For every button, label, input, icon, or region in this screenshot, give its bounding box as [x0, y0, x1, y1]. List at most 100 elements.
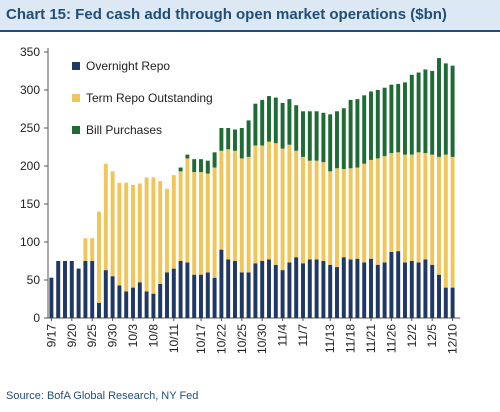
bar-segment-bill-purchases — [246, 120, 251, 157]
bar-segment-bill-purchases — [192, 159, 197, 173]
bar-segment-overnight-repo — [314, 259, 319, 318]
bar-segment-overnight-repo — [260, 261, 265, 318]
bar-segment-bill-purchases — [233, 129, 237, 151]
bar-segment-overnight-repo — [76, 268, 81, 318]
bar-segment-term-repo-outstanding — [219, 150, 224, 250]
bar-segment-term-repo-outstanding — [450, 156, 455, 288]
bar-segment-bill-purchases — [226, 128, 231, 150]
x-tick-label: 12/10 — [446, 324, 460, 354]
bar-segment-overnight-repo — [239, 272, 244, 318]
bar-segment-overnight-repo — [267, 259, 271, 318]
bar-segment-term-repo-outstanding — [348, 168, 353, 260]
bar-segment-overnight-repo — [321, 261, 326, 318]
bar-segment-overnight-repo — [49, 277, 54, 318]
bar-segment-term-repo-outstanding — [280, 148, 285, 271]
bar-segment-overnight-repo — [131, 287, 135, 318]
bar-segment-term-repo-outstanding — [382, 156, 387, 263]
bar-segment-bill-purchases — [355, 99, 360, 168]
bar-segment-overnight-repo — [137, 282, 142, 318]
bar-segment-overnight-repo — [389, 251, 394, 318]
bar-segment-term-repo-outstanding — [294, 150, 299, 258]
bar-segment-overnight-repo — [117, 285, 122, 318]
source-note: Source: BofA Global Research, NY Fed — [6, 390, 199, 402]
bar-segment-bill-purchases — [348, 99, 353, 169]
bar-segment-overnight-repo — [124, 291, 129, 318]
bar-segment-bill-purchases — [219, 128, 224, 151]
bar-segment-overnight-repo — [151, 293, 156, 318]
bar-segment-bill-purchases — [369, 91, 373, 160]
bar-segment-bill-purchases — [280, 102, 285, 149]
bar-segment-bill-purchases — [362, 95, 367, 164]
bar-segment-overnight-repo — [348, 259, 353, 318]
bar-segment-term-repo-outstanding — [416, 152, 421, 263]
bar-segment-term-repo-outstanding — [396, 152, 401, 252]
bar-segment-bill-purchases — [430, 71, 435, 155]
bar-segment-bill-purchases — [443, 63, 448, 155]
bar-segment-term-repo-outstanding — [131, 185, 135, 288]
x-tick-label: 12/2 — [405, 324, 419, 348]
bar-segment-overnight-repo — [450, 287, 455, 318]
y-tick-label: 250 — [20, 121, 40, 135]
chart-plot: 0 50 100 150 200 250 300 350 9/17 9/20 9/25 9/30 10/… — [20, 45, 460, 354]
bar-segment-overnight-repo — [90, 261, 95, 318]
bar-segment-overnight-repo — [328, 264, 333, 318]
bar-segment-bill-purchases — [253, 103, 258, 146]
bar-segment-bill-purchases — [307, 111, 312, 161]
bar-segment-term-repo-outstanding — [341, 169, 346, 258]
bar-segment-overnight-repo — [403, 262, 407, 318]
x-tick-label: 10/11 — [167, 324, 181, 353]
bar-segment-overnight-repo — [362, 262, 367, 318]
bar-segment-bill-purchases — [423, 69, 428, 154]
bar-segment-overnight-repo — [301, 263, 305, 318]
bar-segment-overnight-repo — [341, 257, 346, 318]
bar-segment-term-repo-outstanding — [321, 162, 326, 261]
bar-segment-overnight-repo — [280, 270, 285, 318]
x-tick-label: 9/25 — [85, 324, 99, 348]
x-tick-label: 10/22 — [214, 324, 228, 354]
x-tick-label: 9/20 — [65, 324, 79, 348]
bar-segment-overnight-repo — [205, 272, 210, 318]
bar-segment-term-repo-outstanding — [233, 150, 237, 261]
bar-segment-overnight-repo — [382, 262, 387, 318]
bar-segment-bill-purchases — [185, 154, 190, 159]
bar-segment-overnight-repo — [416, 262, 421, 318]
bar-segment-overnight-repo — [165, 272, 169, 318]
x-tick-label: 11/21 — [364, 324, 378, 353]
bar-segment-overnight-repo — [246, 272, 251, 318]
x-tick-label: 10/17 — [194, 324, 208, 354]
x-tick-label: 11/18 — [344, 324, 358, 353]
bar-segment-overnight-repo — [110, 276, 115, 318]
bar-segment-overnight-repo — [273, 264, 278, 318]
bar-segment-term-repo-outstanding — [314, 160, 319, 260]
legend-label: Bill Purchases — [86, 123, 162, 137]
bar-segment-bill-purchases — [321, 112, 326, 163]
y-tick-label: 150 — [20, 197, 40, 211]
bar-segment-term-repo-outstanding — [226, 149, 231, 260]
bar-segment-overnight-repo — [396, 251, 401, 318]
bar-segment-bill-purchases — [341, 108, 346, 170]
bar-segment-term-repo-outstanding — [103, 163, 108, 271]
bar-segment-bill-purchases — [273, 97, 278, 144]
bar-segment-overnight-repo — [56, 261, 61, 318]
bar-segment-term-repo-outstanding — [246, 156, 251, 273]
bar-segment-term-repo-outstanding — [110, 171, 115, 277]
bar-segment-term-repo-outstanding — [328, 171, 333, 265]
bar-segment-overnight-repo — [335, 267, 339, 318]
chart-bars — [49, 58, 455, 318]
bar-segment-overnight-repo — [83, 261, 88, 318]
y-tick-label: 0 — [33, 311, 40, 325]
bar-segment-term-repo-outstanding — [423, 153, 428, 260]
x-tick-label: 11/4 — [276, 324, 290, 347]
x-tick-label: 9/30 — [106, 324, 120, 348]
bar-segment-term-repo-outstanding — [409, 154, 414, 261]
bar-segment-term-repo-outstanding — [171, 175, 176, 269]
bar-segment-term-repo-outstanding — [362, 163, 367, 263]
bar-segment-overnight-repo — [219, 249, 224, 318]
bar-segment-term-repo-outstanding — [389, 153, 394, 252]
bar-segment-overnight-repo — [409, 261, 414, 318]
x-tick-label: 10/30 — [255, 324, 269, 354]
bar-segment-bill-purchases — [178, 167, 183, 172]
legend-label: Overnight Repo — [86, 59, 170, 73]
bar-segment-bill-purchases — [267, 96, 271, 142]
bar-segment-bill-purchases — [396, 83, 401, 153]
